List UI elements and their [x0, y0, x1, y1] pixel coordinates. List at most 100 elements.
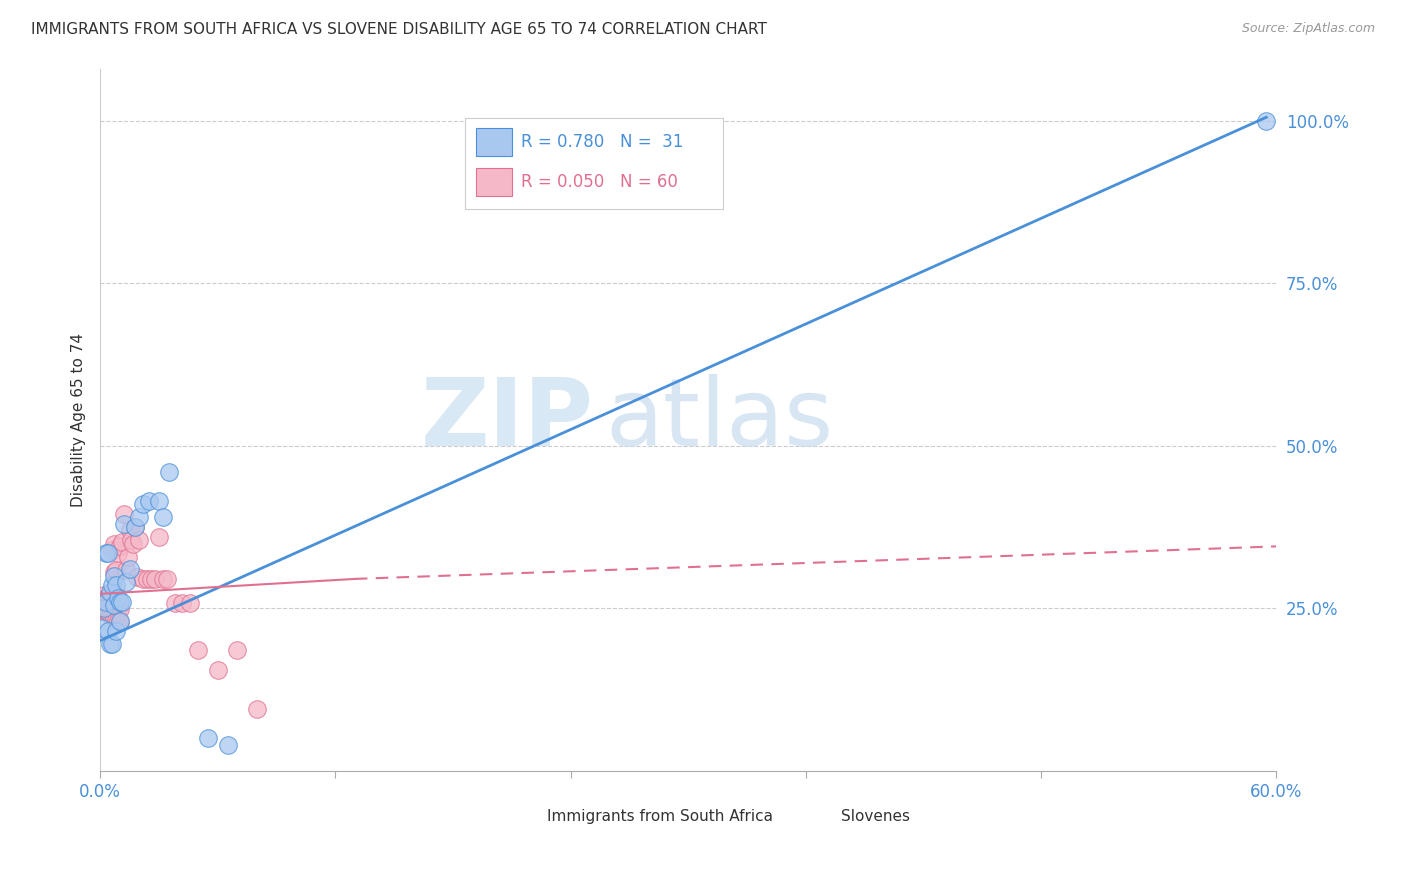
Point: [98, 637, 121, 651]
Point: [132, 572, 155, 586]
Point: [1256, 113, 1278, 128]
Point: [101, 609, 124, 624]
Point: [104, 624, 127, 638]
Point: [94, 595, 117, 609]
Point: [94, 546, 117, 560]
Point: [148, 530, 170, 544]
Point: [108, 615, 131, 630]
Text: IMMIGRANTS FROM SOUTH AFRICA VS SLOVENE DISABILITY AGE 65 TO 74 CORRELATION CHAR: IMMIGRANTS FROM SOUTH AFRICA VS SLOVENE …: [31, 22, 766, 37]
Point: [152, 510, 174, 524]
Point: [97, 546, 120, 560]
Point: [128, 510, 150, 524]
Point: [197, 731, 219, 746]
Point: [91, 598, 114, 612]
Point: [101, 602, 124, 616]
Point: [93, 588, 115, 602]
FancyBboxPatch shape: [464, 118, 724, 209]
Point: [156, 572, 179, 586]
Point: [94, 591, 117, 606]
Point: [111, 534, 134, 549]
Point: [187, 643, 209, 657]
Point: [101, 542, 124, 557]
Point: [112, 507, 135, 521]
Point: [172, 596, 194, 610]
Point: [104, 598, 127, 612]
FancyBboxPatch shape: [477, 169, 512, 196]
Point: [101, 637, 124, 651]
Y-axis label: Disability Age 65 to 74: Disability Age 65 to 74: [72, 333, 86, 507]
Point: [179, 596, 201, 610]
Text: Source: ZipAtlas.com: Source: ZipAtlas.com: [1241, 22, 1375, 36]
Text: Immigrants from South Africa: Immigrants from South Africa: [547, 809, 773, 824]
Point: [93, 601, 115, 615]
Text: Slovenes: Slovenes: [841, 809, 910, 824]
Point: [103, 568, 125, 582]
Point: [108, 595, 131, 609]
FancyBboxPatch shape: [506, 796, 531, 816]
Point: [94, 596, 117, 610]
Point: [118, 523, 141, 537]
Point: [108, 614, 131, 628]
Point: [127, 570, 149, 584]
Point: [91, 595, 114, 609]
Point: [91, 602, 114, 616]
Point: [103, 537, 125, 551]
Text: R = 0.050   N = 60: R = 0.050 N = 60: [522, 173, 678, 191]
Point: [91, 621, 114, 635]
Point: [103, 566, 125, 580]
Point: [97, 624, 120, 638]
Point: [104, 613, 127, 627]
Point: [128, 533, 150, 547]
Text: R = 0.780   N =  31: R = 0.780 N = 31: [522, 133, 683, 152]
Point: [97, 598, 120, 612]
Point: [101, 578, 124, 592]
Point: [246, 702, 269, 716]
Point: [114, 564, 136, 578]
Point: [97, 590, 120, 604]
Point: [226, 643, 249, 657]
Point: [121, 533, 143, 547]
Point: [103, 611, 125, 625]
Point: [98, 587, 121, 601]
Point: [108, 540, 131, 554]
Point: [104, 578, 127, 592]
Point: [118, 562, 141, 576]
FancyBboxPatch shape: [477, 128, 512, 156]
Point: [93, 595, 115, 609]
Point: [117, 550, 139, 565]
Point: [94, 604, 117, 618]
Point: [93, 602, 115, 616]
FancyBboxPatch shape: [800, 796, 825, 816]
Point: [148, 494, 170, 508]
Point: [112, 516, 135, 531]
Point: [97, 604, 120, 618]
Point: [152, 572, 174, 586]
Point: [98, 601, 121, 615]
Point: [98, 607, 121, 622]
Point: [103, 598, 125, 612]
Point: [132, 497, 155, 511]
Point: [111, 595, 134, 609]
Point: [107, 602, 129, 616]
Point: [94, 604, 117, 618]
Point: [163, 596, 186, 610]
Point: [93, 602, 115, 616]
Point: [124, 520, 146, 534]
Point: [101, 585, 124, 599]
Point: [207, 663, 229, 677]
Point: [124, 520, 146, 534]
Point: [97, 607, 120, 621]
Point: [138, 494, 160, 508]
Point: [107, 614, 129, 628]
Point: [107, 591, 129, 606]
Point: [217, 738, 239, 752]
Point: [157, 465, 180, 479]
Point: [122, 537, 145, 551]
Point: [103, 602, 125, 616]
Point: [98, 585, 121, 599]
Point: [114, 575, 136, 590]
Point: [104, 564, 127, 578]
Point: [136, 572, 159, 586]
Text: ZIP: ZIP: [422, 374, 595, 466]
Point: [108, 602, 131, 616]
